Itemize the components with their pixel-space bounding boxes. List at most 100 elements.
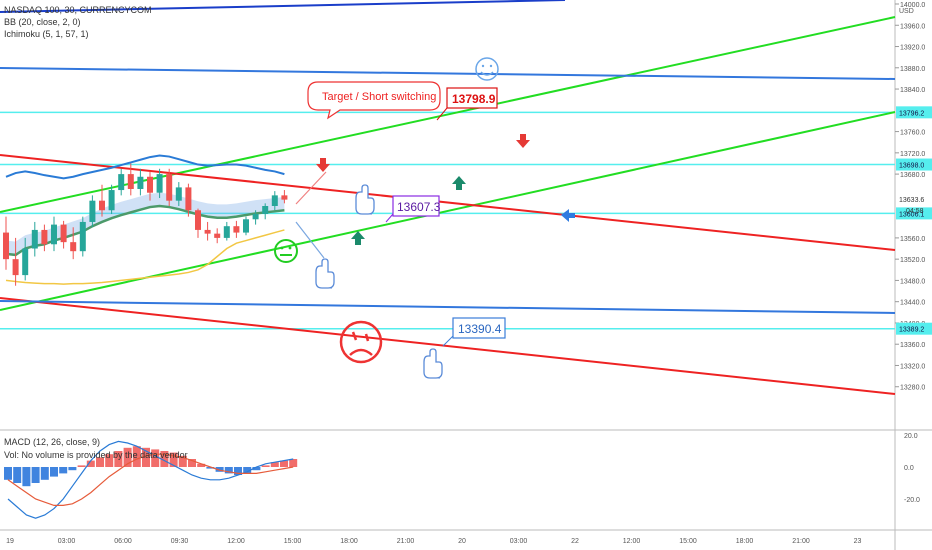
x-tick-label: 21:00: [792, 538, 810, 545]
pointing-hand-icon[interactable]: [315, 258, 335, 289]
red-channel-upper[interactable]: [0, 154, 896, 251]
arrow-left-icon[interactable]: [561, 209, 575, 222]
levels-layer: [0, 111, 895, 330]
candle-body[interactable]: [185, 187, 192, 211]
macd-histogram-bar: [270, 462, 279, 467]
y-tick-label: 13280.0: [900, 385, 925, 392]
candle-body[interactable]: [166, 174, 173, 201]
blue-line-top[interactable]: [0, 67, 896, 80]
x-tick-label: 22: [571, 538, 579, 545]
candle-body[interactable]: [118, 174, 125, 191]
arrow-down-icon[interactable]: [516, 134, 530, 148]
candle-body[interactable]: [108, 190, 115, 211]
x-tick-label: 06:00: [114, 538, 132, 545]
price-tags: 13796.2 13698.0 13633.6 13606.1 13389.2 04:58: [896, 106, 932, 335]
bb-indicator-label[interactable]: BB (20, close, 2, 0): [4, 17, 81, 27]
smiley-sad-icon[interactable]: [339, 320, 383, 364]
pointing-hand-icon[interactable]: [355, 184, 375, 215]
candle-body[interactable]: [175, 187, 182, 201]
macd-histogram-bar: [50, 467, 58, 477]
pointing-hand-icon[interactable]: [423, 348, 443, 379]
macd-indicator-label[interactable]: MACD (12, 26, close, 9): [4, 437, 101, 447]
macd-histogram-bar: [22, 467, 31, 487]
x-tick-label: 15:00: [284, 538, 302, 545]
candle-body[interactable]: [22, 248, 29, 276]
arrow-down-icon[interactable]: [316, 158, 330, 172]
candle-body[interactable]: [70, 242, 77, 252]
macd-histogram-bar: [114, 451, 123, 467]
candle-body[interactable]: [3, 232, 9, 260]
macd-pane: 20.0 0.0 -20.0: [4, 433, 920, 519]
y-tick-label: 13720.0: [900, 151, 925, 158]
low-price-pointer: [442, 335, 454, 347]
candle-body[interactable]: [137, 176, 144, 189]
blue-line-steep[interactable]: [0, 0, 566, 13]
macd-histogram-bar: [197, 463, 206, 467]
x-tick-label: 09:30: [171, 538, 189, 545]
y-tick-label: 13960.0: [900, 23, 925, 30]
annotations-layer: Target / Short switching 13798.9 13607.3…: [274, 57, 575, 379]
candle-body[interactable]: [195, 210, 201, 230]
target-callout-bubble[interactable]: [307, 81, 441, 120]
candle-body[interactable]: [214, 233, 221, 238]
price-tag-p2-bg: [896, 158, 932, 171]
ichimoku-indicator-label[interactable]: Ichimoku (5, 1, 57, 1): [4, 29, 89, 39]
macd-histogram-bar: [31, 467, 40, 483]
x-tick-label: 18:00: [340, 538, 358, 545]
arrow-up-icon[interactable]: [452, 176, 466, 190]
target-price-label[interactable]: [446, 87, 498, 109]
currency-label: USD: [899, 8, 914, 15]
candle-body[interactable]: [89, 200, 96, 222]
candle-body[interactable]: [79, 221, 86, 252]
y-tick-label: 13320.0: [900, 363, 925, 370]
candle-body[interactable]: [99, 200, 105, 211]
candle-body[interactable]: [51, 224, 57, 245]
arrow-up-icon[interactable]: [351, 231, 365, 245]
candle-body[interactable]: [223, 226, 230, 238]
target-price-text: 13798.9: [452, 92, 496, 106]
red-channel-lower[interactable]: [0, 297, 896, 395]
candle-body[interactable]: [262, 206, 269, 214]
macd-histogram-bar: [178, 455, 187, 467]
candle-body[interactable]: [41, 229, 48, 245]
candle-body[interactable]: [233, 226, 240, 233]
mid-price-text: 13607.3: [397, 200, 441, 214]
smiley-neutral-icon[interactable]: [274, 239, 298, 263]
price-tag-p3: 13606.1: [899, 211, 924, 218]
candle-body[interactable]: [12, 259, 19, 276]
blue-line-bottom[interactable]: [0, 300, 896, 314]
macd-histogram-bar: [77, 465, 86, 467]
macd-histogram-bar: [160, 451, 169, 467]
macd-histogram-bar: [215, 467, 224, 472]
candle-body[interactable]: [60, 224, 67, 243]
ichimoku-cloud: [6, 192, 285, 255]
candle-body[interactable]: [243, 219, 249, 233]
macd-line: [7, 440, 294, 519]
macd-histogram-bar: [86, 460, 95, 467]
mid-price-label[interactable]: [392, 195, 440, 217]
symbol-title[interactable]: NASDAQ 100, 30, CURRENCYCOM: [4, 5, 152, 15]
trend-lines: [0, 0, 896, 395]
x-tick-label: 03:00: [58, 538, 76, 545]
y-tick-label: 13880.0: [900, 66, 925, 73]
candle-body[interactable]: [156, 174, 163, 193]
price-tag-p1-bg: [896, 106, 932, 119]
candle-body[interactable]: [127, 174, 134, 189]
candle-body[interactable]: [281, 195, 288, 200]
low-price-label[interactable]: [452, 317, 506, 339]
smiley-happy-icon[interactable]: [475, 57, 499, 81]
candle-body[interactable]: [31, 229, 38, 249]
candle-body[interactable]: [147, 176, 153, 193]
candle-body[interactable]: [271, 195, 278, 206]
candle-body[interactable]: [252, 213, 259, 220]
target-price-pointer: [436, 107, 448, 121]
candles: [3, 163, 288, 286]
x-tick-label: 20: [458, 538, 466, 545]
time-axis-ticks: 19 03:00 06:00 09:30 12:00 15:00 18:00 21:00 20 0…: [6, 538, 861, 545]
macd-histogram-bar: [188, 459, 196, 467]
candle-body[interactable]: [204, 229, 211, 234]
macd-signal-line: [7, 453, 294, 506]
macd-histogram-bar: [206, 467, 215, 469]
x-tick-label: 19: [6, 538, 14, 545]
macd-tick-label: 20.0: [904, 433, 918, 440]
